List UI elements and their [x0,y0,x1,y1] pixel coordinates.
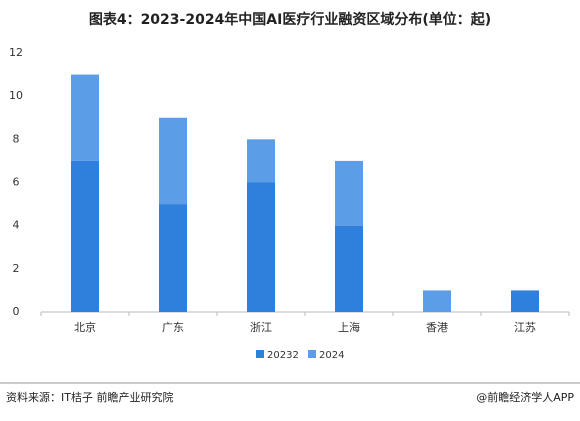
y-tick-label: 8 [13,132,20,145]
legend-label: 20232 [267,350,299,361]
y-tick-label: 4 [13,219,20,232]
x-tick-label: 广东 [162,321,184,334]
bar-segment [159,117,187,205]
x-tick-label: 浙江 [250,321,272,334]
x-tick-label: 上海 [338,320,360,334]
legend-swatch [308,350,316,358]
bar-segment [335,160,363,226]
x-tick-label: 香港 [426,321,448,334]
x-tick-label: 北京 [74,320,96,334]
y-tick-label: 2 [13,262,20,275]
legend-label: 2024 [319,350,344,361]
bar-segment [247,139,275,183]
bar-segment [335,225,363,312]
credit: @前瞻经济学人APP [476,390,574,404]
bar-segment [511,290,539,312]
bar-segment [247,182,275,312]
bar-segment [71,160,99,312]
bar-segment [71,74,99,161]
y-tick-label: 0 [13,305,20,318]
x-tick-label: 江苏 [514,321,536,334]
legend-swatch [256,350,264,358]
y-tick-label: 6 [13,176,20,189]
source: 资料来源：IT桔子 前瞻产业研究院 [6,390,173,404]
bar-segment [423,290,451,312]
y-tick-label: 12 [9,46,23,59]
chart-title: 图表4：2023-2024年中国AI医疗行业融资区域分布(单位：起) [89,11,491,28]
y-tick-label: 10 [9,89,23,102]
bar-segment [159,204,187,312]
